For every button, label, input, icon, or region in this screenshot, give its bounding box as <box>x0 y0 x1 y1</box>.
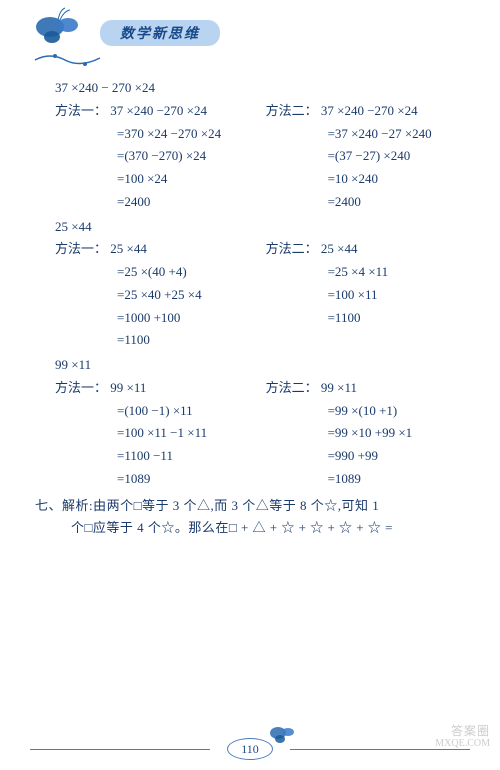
watermark-text: 答案圈 <box>435 724 490 738</box>
step: =2400 <box>266 191 460 214</box>
page-footer: 110 <box>0 738 500 760</box>
step: =1100 −11 <box>55 445 266 468</box>
step: =(37 −27) ×240 <box>266 145 460 168</box>
method-label: 方法一： <box>55 103 107 118</box>
step: =1100 <box>266 307 460 330</box>
step: =100 ×11 <box>266 284 460 307</box>
explanation-text: 由两个□等于 3 个△,而 3 个△等于 8 个☆,可知 1 <box>93 498 379 513</box>
step: =1089 <box>266 468 460 491</box>
method-label: 方法一： <box>55 241 107 256</box>
step: =25 ×(40 +4) <box>55 261 266 284</box>
method-head: 99 ×11 <box>110 380 146 395</box>
step: =100 ×11 −1 ×11 <box>55 422 266 445</box>
step: =100 ×24 <box>55 168 266 191</box>
page-header: 数学新思维 <box>0 0 500 70</box>
step: =370 ×24 −270 ×24 <box>55 123 266 146</box>
problem-title: 37 ×240 − 270 ×24 <box>55 77 460 100</box>
problem-methods: 方法一： 25 ×44 =25 ×(40 +4) =25 ×40 +25 ×4 … <box>55 238 460 352</box>
footer-line <box>30 749 210 750</box>
step: =990 +99 <box>266 445 460 468</box>
method-head: 25 ×44 <box>321 241 358 256</box>
method-label: 方法二： <box>266 103 318 118</box>
method-label: 方法二： <box>266 380 318 395</box>
step: =99 ×10 +99 ×1 <box>266 422 460 445</box>
method-head: 37 ×240 −270 ×24 <box>321 103 418 118</box>
problem-methods: 方法一： 99 ×11 =(100 −1) ×11 =100 ×11 −1 ×1… <box>55 377 460 491</box>
step: =2400 <box>55 191 266 214</box>
step: =10 ×240 <box>266 168 460 191</box>
step: =(370 −270) ×24 <box>55 145 266 168</box>
content-area: 37 ×240 − 270 ×24 方法一： 37 ×240 −270 ×24 … <box>0 70 500 540</box>
method-head: 25 ×44 <box>110 241 147 256</box>
step: =99 ×(10 +1) <box>266 400 460 423</box>
step: =25 ×40 +25 ×4 <box>55 284 266 307</box>
watermark-url: MXQE.COM <box>435 738 490 750</box>
method-head: 37 ×240 −270 ×24 <box>110 103 207 118</box>
butterfly-icon <box>268 721 298 752</box>
step: =(100 −1) ×11 <box>55 400 266 423</box>
watermark: 答案圈 MXQE.COM <box>435 724 490 750</box>
method-label: 方法一： <box>55 380 107 395</box>
page-title: 数学新思维 <box>100 20 220 46</box>
explanation-label: 七、解析: <box>35 498 93 513</box>
problem-methods: 方法一： 37 ×240 −270 ×24 =370 ×24 −270 ×24 … <box>55 100 460 214</box>
explanation: 七、解析:由两个□等于 3 个△,而 3 个△等于 8 个☆,可知 1 <box>35 495 460 518</box>
step: =1089 <box>55 468 266 491</box>
step: =1100 <box>55 329 266 352</box>
method-label: 方法二： <box>266 241 318 256</box>
explanation-line2: 个□应等于 4 个☆。那么在□ + △ + ☆ + ☆ + ☆ + ☆ = <box>71 517 460 540</box>
step: =25 ×4 ×11 <box>266 261 460 284</box>
step: =37 ×240 −27 ×240 <box>266 123 460 146</box>
problem-title: 99 ×11 <box>55 354 460 377</box>
page-number: 110 <box>227 738 273 760</box>
swirl-decoration <box>30 50 110 70</box>
method-head: 99 ×11 <box>321 380 357 395</box>
step: =1000 +100 <box>55 307 266 330</box>
problem-title: 25 ×44 <box>55 216 460 239</box>
